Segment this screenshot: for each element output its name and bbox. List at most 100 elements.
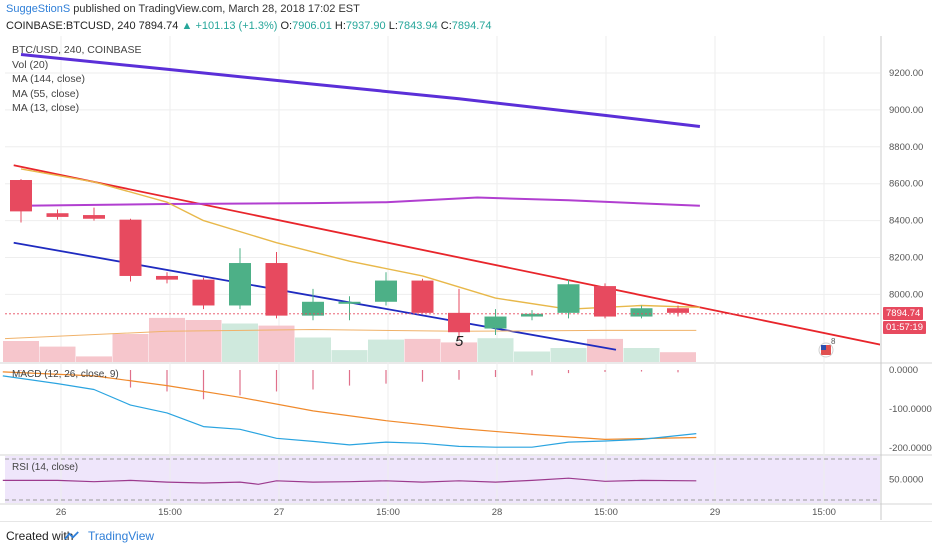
volume-bar	[660, 352, 696, 362]
volume-bar	[222, 323, 258, 362]
candle-body	[375, 280, 397, 302]
chart-canvas[interactable]: 9200.00 9000.00 8800.00 8600.00 8400.00 8200.…	[0, 0, 932, 522]
price-tick-label: 8000.00	[889, 289, 923, 300]
macd-tick-label: -100.0000	[889, 404, 932, 415]
indicator-legend: BTC/USD, 240, COINBASE Vol (20) MA (144,…	[12, 43, 142, 116]
volume-bar	[3, 341, 39, 362]
candle-body	[119, 219, 142, 276]
price-tick-label: 8400.00	[889, 216, 923, 227]
low-label: L:	[388, 20, 398, 32]
candle-body	[46, 213, 69, 217]
last-price-marker: 7894.74	[883, 307, 924, 320]
rsi-band-background	[5, 456, 880, 503]
time-tick-label: 15:00	[158, 507, 182, 518]
rsi-tick-label: 50.0000	[889, 475, 923, 486]
footer: Created with TradingView	[0, 521, 932, 550]
volume-bar	[623, 348, 660, 362]
candle-body	[10, 180, 32, 212]
candle-body	[630, 308, 653, 317]
candle-body	[594, 286, 616, 317]
tradingview-logo-icon	[64, 531, 79, 540]
time-tick-label: 15:00	[376, 507, 400, 518]
author-link[interactable]: SuggeStionS	[6, 3, 71, 15]
last-price: 7894.74	[138, 20, 179, 32]
volume-bar	[550, 348, 587, 362]
candle-body	[338, 301, 361, 304]
candle-body	[265, 263, 288, 316]
candle-body	[192, 279, 215, 306]
volume-bar	[368, 339, 404, 362]
volume-bar	[112, 334, 149, 362]
volume-bar	[39, 346, 76, 362]
volume-bar	[441, 342, 477, 362]
volume-bar	[331, 350, 368, 362]
macd-tick-label: -200.0000	[889, 443, 932, 454]
volume-bar	[185, 320, 222, 362]
time-tick-label: 27	[274, 507, 285, 518]
ma55-line	[20, 196, 700, 207]
trend-line-blue	[13, 241, 617, 351]
open-label: O:	[280, 20, 293, 32]
volume-bar	[404, 338, 441, 362]
symbol-label: COINBASE:BTCUSD, 240	[6, 20, 136, 32]
candle-body	[484, 316, 507, 329]
time-tick-label: 29	[710, 507, 721, 518]
price-tick-label: 8600.00	[889, 179, 923, 190]
event-count-label: 8	[831, 337, 836, 346]
legend-item-symbol[interactable]: BTC/USD, 240, COINBASE	[12, 44, 142, 56]
publish-info: SuggeStionS published on TradingView.com…	[6, 3, 360, 15]
wave-annotation: 5	[455, 333, 464, 350]
up-arrow-icon: ▲	[181, 20, 193, 32]
price-tick-label: 8200.00	[889, 253, 923, 264]
candle-body	[557, 284, 580, 313]
candle-body	[302, 301, 324, 316]
time-tick-label: 15:00	[594, 507, 618, 518]
open-value: 7906.01	[292, 20, 332, 32]
candle-body	[521, 313, 543, 317]
candle-body	[156, 275, 178, 280]
volume-ma-line	[5, 329, 697, 340]
ohlc-bar: COINBASE:BTCUSD, 240 7894.74 ▲ +101.13 (…	[6, 20, 492, 32]
macd-tick-label: 0.0000	[889, 365, 918, 376]
legend-item-ma144[interactable]: MA (144, close)	[12, 73, 85, 85]
rsi-line	[2, 477, 697, 485]
volume-bar	[295, 337, 331, 362]
high-label: H:	[334, 20, 346, 32]
macd-title[interactable]: MACD (12, 26, close, 9)	[12, 369, 119, 380]
candle-body	[83, 215, 105, 219]
volume-bar	[149, 317, 185, 362]
volume-bar	[514, 351, 550, 362]
candle-body	[448, 312, 470, 333]
candle-body	[229, 263, 251, 306]
time-tick-label: 15:00	[812, 507, 836, 518]
time-tick-label: 28	[492, 507, 503, 518]
price-pane	[5, 53, 880, 351]
volume-bar	[587, 338, 623, 362]
low-value: 7843.94	[397, 20, 438, 32]
legend-item-volume[interactable]: Vol (20)	[12, 58, 49, 71]
macd-pane	[2, 370, 697, 448]
volume-bar	[258, 325, 295, 362]
countdown-marker: 01:57:19	[883, 321, 926, 334]
macd-signal-line	[2, 371, 697, 440]
legend-item-ma13[interactable]: MA (13, close)	[12, 102, 80, 114]
candle-body	[667, 308, 689, 313]
high-value: 7937.90	[345, 20, 386, 32]
tradingview-brand-link[interactable]: TradingView	[88, 529, 155, 543]
time-tick-label: 26	[56, 507, 67, 518]
macd-line	[2, 375, 697, 448]
price-tick-label: 9200.00	[889, 68, 923, 79]
created-with-label: Created with	[6, 529, 74, 543]
ma13-line	[20, 168, 700, 310]
volume-bar	[76, 356, 112, 362]
close-label: C:	[440, 20, 452, 32]
price-tick-label: 8800.00	[889, 142, 923, 153]
legend-item-ma55[interactable]: MA (55, close)	[12, 87, 80, 100]
candle-body	[411, 280, 434, 313]
price-change: +101.13 (+1.3%)	[195, 20, 278, 32]
event-flag-icon-canton	[821, 345, 826, 350]
chart-background	[0, 36, 932, 503]
rsi-title[interactable]: RSI (14, close)	[12, 462, 79, 473]
volume-bar	[477, 338, 514, 362]
ma144-line	[20, 53, 701, 128]
